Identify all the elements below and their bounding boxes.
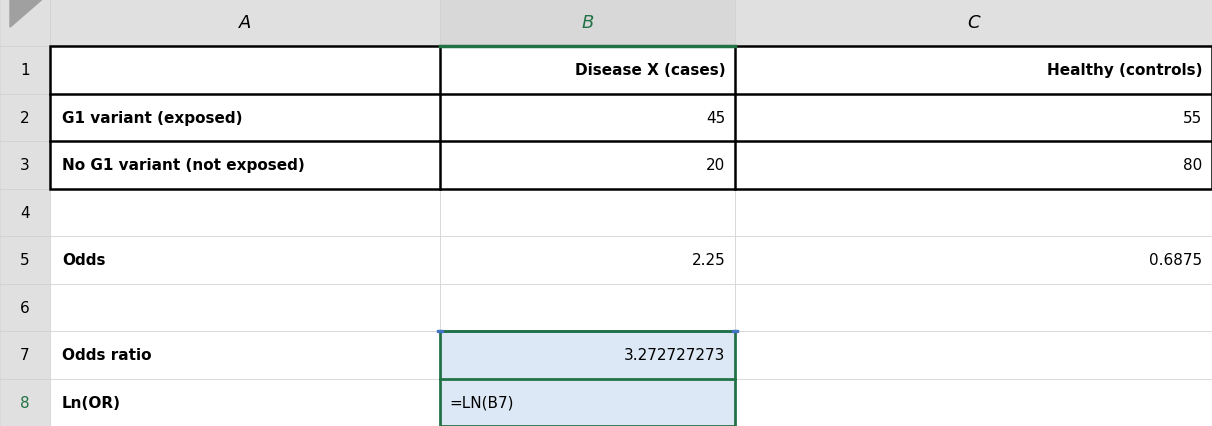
Bar [50,236,440,284]
Bar [734,47,1212,94]
Text: 3: 3 [21,158,30,173]
Bar [0,189,50,236]
Bar [50,331,440,379]
Text: Odds ratio: Odds ratio [62,348,152,363]
Text: G1 variant (exposed): G1 variant (exposed) [62,110,242,125]
Bar [734,284,1212,331]
Text: 5: 5 [21,253,30,268]
Text: Healthy (controls): Healthy (controls) [1047,63,1202,78]
Bar [0,379,50,426]
Bar [440,189,734,236]
Bar [734,94,1212,142]
Text: Disease X (cases): Disease X (cases) [574,63,725,78]
Bar [50,47,1212,189]
Text: 3.272727273: 3.272727273 [624,348,725,363]
Bar [440,331,734,426]
Text: Odds: Odds [62,253,105,268]
Text: =LN(B7): =LN(B7) [450,395,514,410]
Bar [440,236,734,284]
Bar [440,47,734,94]
Bar [438,330,444,332]
Bar [440,142,734,189]
Text: 20: 20 [707,158,725,173]
Text: 1: 1 [21,63,30,78]
Bar [440,379,734,426]
Text: A: A [239,14,251,32]
Text: 2.25: 2.25 [692,253,725,268]
Bar [734,0,1212,47]
Text: 80: 80 [1183,158,1202,173]
Bar [0,142,50,189]
Bar [50,189,440,236]
Text: Ln(OR): Ln(OR) [62,395,121,410]
Text: 6: 6 [21,300,30,315]
Text: B: B [582,14,594,32]
Bar [50,94,440,142]
Bar [0,236,50,284]
Bar [440,284,734,331]
Text: 7: 7 [21,348,30,363]
Text: 8: 8 [21,395,30,410]
Bar [734,236,1212,284]
Text: 0.6875: 0.6875 [1149,253,1202,268]
Bar [50,47,440,94]
Text: 55: 55 [1183,110,1202,125]
Text: 45: 45 [707,110,725,125]
Bar [50,284,440,331]
Bar [440,0,734,47]
Polygon shape [10,0,42,28]
Bar [734,142,1212,189]
Bar [50,379,440,426]
Bar [50,142,440,189]
Bar [440,94,734,142]
Bar [0,0,50,47]
Bar [734,331,1212,379]
Bar [0,94,50,142]
Bar [0,331,50,379]
Bar [50,0,440,47]
Bar [732,330,738,332]
Bar [0,47,50,94]
Bar [440,331,734,379]
Text: C: C [967,14,979,32]
Bar [734,189,1212,236]
Text: No G1 variant (not exposed): No G1 variant (not exposed) [62,158,305,173]
Text: 4: 4 [21,205,30,220]
Text: 2: 2 [21,110,30,125]
Bar [0,284,50,331]
Bar [734,379,1212,426]
